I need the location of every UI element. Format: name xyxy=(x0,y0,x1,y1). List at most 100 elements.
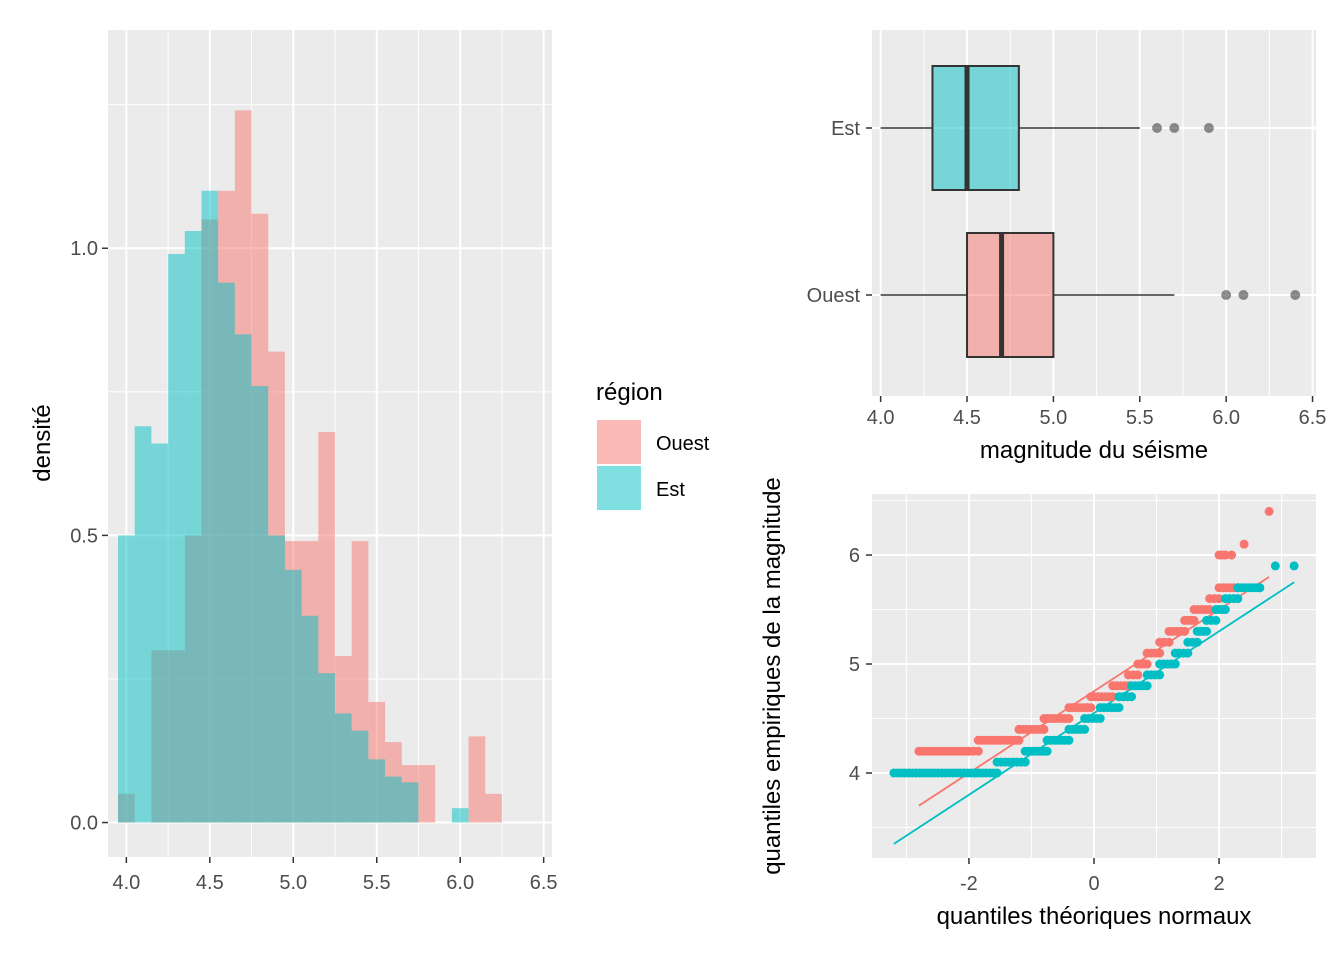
hist-bar-est xyxy=(234,334,252,823)
qq-point-est xyxy=(1233,594,1243,604)
box-x-tick-label: 5.0 xyxy=(1039,407,1067,429)
qq-x-tick-label: 0 xyxy=(1088,873,1099,895)
hist-bar-est xyxy=(318,673,336,823)
hist-bar-ouest xyxy=(485,793,502,823)
box-outlier-ouest xyxy=(1238,290,1249,300)
qq-line-ouest xyxy=(918,576,1270,807)
hist-y-tick-label: 1.0 xyxy=(70,238,98,260)
box-body-ouest xyxy=(966,232,1055,358)
box-outlier-est xyxy=(1203,123,1214,133)
hist-bar-est xyxy=(218,282,235,823)
hist-x-tick-label: 5.5 xyxy=(363,872,391,894)
qq-point-est xyxy=(1183,648,1193,658)
qq-point-est xyxy=(1064,735,1074,745)
qq-point-ouest xyxy=(1014,735,1024,745)
hist-y-tick-label: 0.5 xyxy=(70,525,98,547)
qq-point-ouest xyxy=(1180,626,1190,636)
qqplot-marks xyxy=(889,506,1299,845)
qq-point-est xyxy=(1155,670,1165,680)
qq-point-est xyxy=(1095,714,1105,724)
box-outlier-ouest xyxy=(1221,290,1232,300)
hist-x-tick-label: 4.0 xyxy=(112,872,140,894)
box-x-tick-label: 6.0 xyxy=(1212,407,1240,429)
qq-point-ouest xyxy=(1064,714,1074,724)
hist-bar-est xyxy=(301,615,319,823)
box-y-tick-label: Est xyxy=(831,118,860,140)
qq-point-ouest xyxy=(1155,648,1165,658)
hist-x-tick-label: 4.5 xyxy=(196,872,224,894)
box-x-tick-label: 4.5 xyxy=(953,407,981,429)
qqplot-panel: -2 0 2 4 5 6 quantiles théoriques normaux qua… xyxy=(759,477,1316,930)
box-x-tick-label: 6.5 xyxy=(1299,407,1327,429)
qq-point-est xyxy=(1020,757,1030,767)
qq-y-tick-label: 5 xyxy=(849,654,860,676)
qq-point-est xyxy=(1127,692,1137,702)
hist-bar-est xyxy=(368,759,386,823)
qq-point-ouest xyxy=(1227,550,1237,560)
qq-y-tick-label: 6 xyxy=(849,545,860,567)
hist-bar-est xyxy=(251,386,269,823)
qq-y-tick-label: 4 xyxy=(849,763,860,785)
hist-bar-est xyxy=(268,535,285,823)
hist-x-tick-label: 5.0 xyxy=(279,872,307,894)
qq-point-est xyxy=(1170,659,1180,669)
legend-label-ouest: Ouest xyxy=(656,433,710,455)
qq-point-est xyxy=(1270,561,1280,571)
hist-bar-ouest xyxy=(418,765,436,823)
box-x-tick-label: 4.0 xyxy=(867,407,895,429)
qq-point-est xyxy=(992,768,1002,778)
hist-bar-est xyxy=(168,253,185,823)
hist-bar-est xyxy=(335,713,352,823)
boxplot-marks xyxy=(880,65,1301,358)
hist-bar-est xyxy=(118,535,135,823)
qq-point-ouest xyxy=(1133,670,1143,680)
box-y-tick-label: Ouest xyxy=(807,285,861,307)
boxplot-panel: 4.0 4.5 5.0 5.5 6.0 6.5 Est Ouest magnitude du … xyxy=(807,30,1327,464)
legend-title: région xyxy=(596,379,663,406)
qq-point-est xyxy=(1192,637,1202,647)
qq-point-ouest xyxy=(1264,506,1274,516)
hist-bar-est xyxy=(184,231,202,823)
hist-bar-est xyxy=(385,776,402,823)
boxplot-x-axis-title: magnitude du séisme xyxy=(980,437,1208,464)
hist-x-tick-label: 6.5 xyxy=(530,872,558,894)
qq-point-ouest xyxy=(1214,594,1224,604)
qq-point-ouest xyxy=(1189,615,1199,625)
qq-point-ouest xyxy=(1164,637,1174,647)
histogram-panel: 4.0 4.5 5.0 5.5 6.0 6.5 0.0 0.5 1.0 densité xyxy=(29,30,558,894)
legend-key-ouest xyxy=(597,420,641,464)
hist-bar-est xyxy=(451,808,469,823)
qqplot-ticks: -2 0 2 4 5 6 xyxy=(849,545,1225,895)
hist-bar-est xyxy=(284,569,302,823)
qq-point-est xyxy=(1211,615,1221,625)
qq-point-ouest xyxy=(973,746,983,756)
hist-bar-est xyxy=(401,782,419,823)
qq-point-ouest xyxy=(1142,659,1152,669)
hist-bar-est xyxy=(351,730,369,823)
qq-point-est xyxy=(1289,561,1299,571)
histogram-bars xyxy=(118,110,502,823)
box-outlier-ouest xyxy=(1290,290,1301,300)
qq-point-ouest xyxy=(1108,692,1118,702)
box-body-est xyxy=(931,65,1020,191)
box-outlier-est xyxy=(1152,123,1163,133)
legend-label-est: Est xyxy=(656,479,685,501)
histogram-ticks: 4.0 4.5 5.0 5.5 6.0 6.5 0.0 0.5 1.0 xyxy=(70,238,557,894)
qq-x-tick-label: 2 xyxy=(1214,873,1225,895)
qq-x-tick-label: -2 xyxy=(960,873,978,895)
qq-point-ouest xyxy=(1239,539,1249,549)
qq-point-ouest xyxy=(1220,550,1230,560)
legend: région Ouest Est xyxy=(596,379,710,510)
qqplot-x-axis-title: quantiles théoriques normaux xyxy=(937,903,1252,930)
legend-key-est xyxy=(597,466,641,510)
qq-point-est xyxy=(1042,746,1052,756)
qq-point-est xyxy=(1142,681,1152,691)
qq-line-est xyxy=(893,581,1295,845)
boxplot-ticks: 4.0 4.5 5.0 5.5 6.0 6.5 Est Ouest xyxy=(807,118,1327,429)
qq-point-ouest xyxy=(1039,724,1049,734)
hist-bar-est xyxy=(134,426,152,823)
hist-bar-est xyxy=(151,443,169,823)
qq-point-est xyxy=(1114,703,1124,713)
qq-point-est xyxy=(1255,583,1265,593)
